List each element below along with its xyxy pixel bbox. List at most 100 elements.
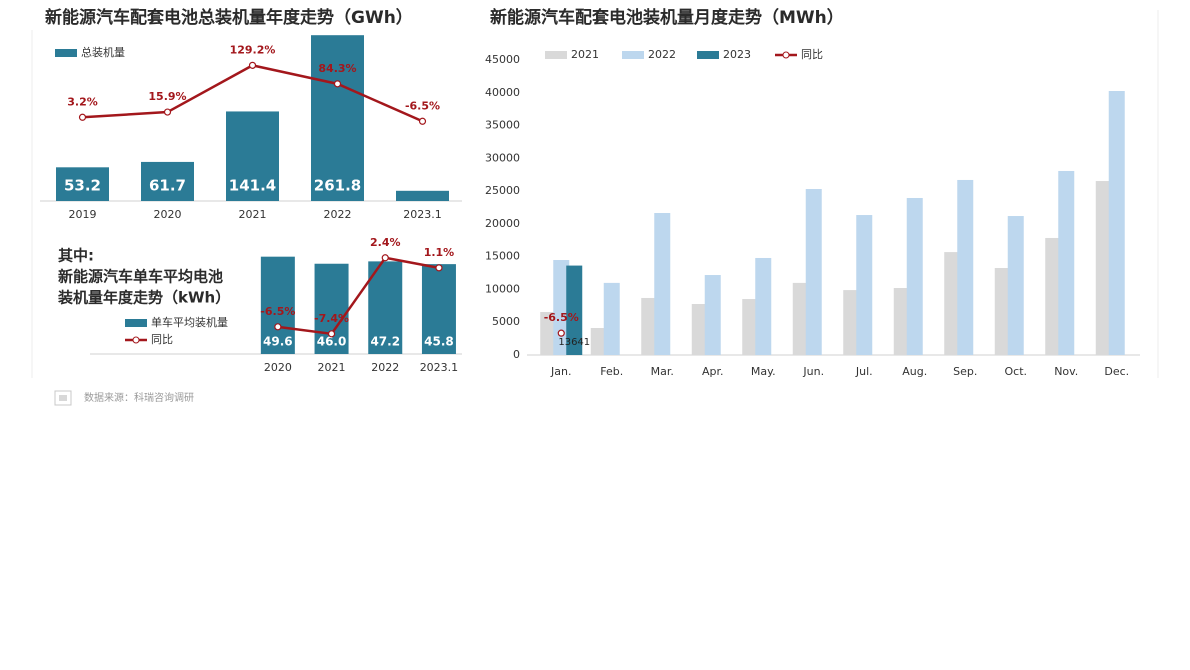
legend-label: 2022 — [648, 48, 676, 61]
data-label: 2.4% — [370, 236, 401, 249]
line-point — [248, 61, 257, 69]
source-icon — [59, 395, 67, 401]
bar — [226, 111, 279, 201]
data-label: 53.2 — [64, 177, 101, 195]
line-point — [435, 264, 443, 272]
bar — [590, 327, 607, 355]
x-tick-label: Jun. — [802, 365, 824, 378]
bar — [566, 265, 583, 355]
bar — [805, 189, 822, 355]
legend-label: 2021 — [571, 48, 599, 61]
x-tick-label: Aug. — [902, 365, 927, 378]
legend-label: 同比 — [801, 48, 823, 61]
bar — [260, 256, 295, 354]
source: 数据来源：科瑞咨询调研 — [84, 391, 194, 404]
legend-swatch — [545, 51, 567, 59]
data-label: -6.5% — [405, 99, 440, 112]
bar — [1058, 170, 1075, 355]
bar — [944, 252, 961, 355]
x-tick-label: Feb. — [600, 365, 623, 378]
legend-swatch — [132, 336, 140, 344]
line-point — [333, 80, 342, 88]
data-label: -6.5% — [260, 305, 295, 318]
x-tick-label: 2021 — [318, 361, 346, 374]
data-label: 47.2 — [370, 335, 400, 349]
x-tick-label: 2022 — [324, 208, 352, 221]
x-tick-label: 2022 — [371, 361, 399, 374]
bar — [856, 215, 873, 355]
y-tick-label: 25000 — [485, 184, 520, 197]
x-tick-label: May. — [751, 365, 776, 378]
bar — [691, 303, 708, 355]
bar — [1095, 181, 1112, 355]
x-tick-label: 2019 — [69, 208, 97, 221]
legend-label: 2023 — [723, 48, 751, 61]
bar — [704, 275, 721, 355]
bar — [421, 264, 456, 354]
x-tick-label: Jul. — [855, 365, 873, 378]
x-tick-label: Apr. — [702, 365, 724, 378]
data-label: 46.0 — [317, 335, 347, 349]
legend-label: 总装机量 — [81, 45, 125, 59]
x-tick-label: 2023.1 — [403, 208, 442, 221]
chart-title: 装机量年度走势（kWh） — [57, 289, 230, 307]
y-tick-label: 35000 — [485, 119, 520, 132]
bar — [641, 297, 658, 355]
data-label: 49.6 — [263, 335, 293, 349]
chart-title: 新能源汽车单车平均电池 — [58, 268, 223, 286]
line-point — [557, 329, 565, 337]
line-point — [418, 117, 427, 125]
bar — [843, 290, 860, 355]
data-label: 1.1% — [424, 246, 455, 259]
line-point — [163, 108, 172, 116]
y-tick-label: 10000 — [485, 282, 520, 295]
data-label: 61.7 — [149, 177, 186, 195]
line-point — [274, 323, 282, 331]
bar — [755, 257, 772, 355]
x-tick-label: Sep. — [953, 365, 977, 378]
bar — [792, 282, 809, 355]
x-tick-label: 2021 — [239, 208, 267, 221]
y-tick-label: 30000 — [485, 151, 520, 164]
legend-swatch — [125, 319, 147, 327]
bar — [1045, 237, 1062, 355]
x-tick-label: 2020 — [154, 208, 182, 221]
bar — [553, 260, 570, 355]
legend-label: 单车平均装机量 — [151, 315, 228, 329]
line-point — [327, 330, 336, 338]
data-label: 141.4 — [229, 177, 276, 195]
x-tick-label: Mar. — [651, 365, 674, 378]
data-label: -6.5% — [544, 311, 579, 324]
x-tick-label: Oct. — [1004, 365, 1027, 378]
bar — [141, 161, 194, 201]
legend-swatch — [782, 51, 790, 59]
y-tick-label: 45000 — [485, 53, 520, 66]
data-label: 84.3% — [318, 62, 356, 75]
bar — [314, 263, 349, 354]
y-tick-label: 20000 — [485, 217, 520, 230]
chart-title: 新能源汽车配套电池装机量月度走势（MWh） — [490, 7, 844, 28]
data-label: 45.8 — [424, 335, 454, 349]
y-tick-label: 5000 — [492, 315, 520, 328]
data-label: 15.9% — [148, 90, 186, 103]
x-tick-label: Dec. — [1104, 365, 1129, 378]
legend-swatch — [55, 49, 77, 57]
source-icon — [54, 390, 72, 406]
data-label: -7.4% — [314, 312, 349, 325]
bar — [906, 197, 923, 355]
data-label: 129.2% — [230, 43, 276, 56]
line — [277, 256, 440, 336]
bar — [311, 35, 364, 202]
y-tick-label: 15000 — [485, 250, 520, 263]
x-tick-label: Jan. — [550, 365, 571, 378]
legend-swatch — [622, 51, 644, 59]
bar — [368, 261, 403, 354]
chart-title: 新能源汽车配套电池总装机量年度走势（GWh） — [45, 7, 413, 28]
bar — [540, 311, 557, 355]
x-tick-label: Nov. — [1054, 365, 1078, 378]
bar — [56, 167, 109, 201]
bar — [396, 190, 449, 201]
line-point — [381, 254, 389, 262]
data-label: 261.8 — [314, 177, 361, 195]
